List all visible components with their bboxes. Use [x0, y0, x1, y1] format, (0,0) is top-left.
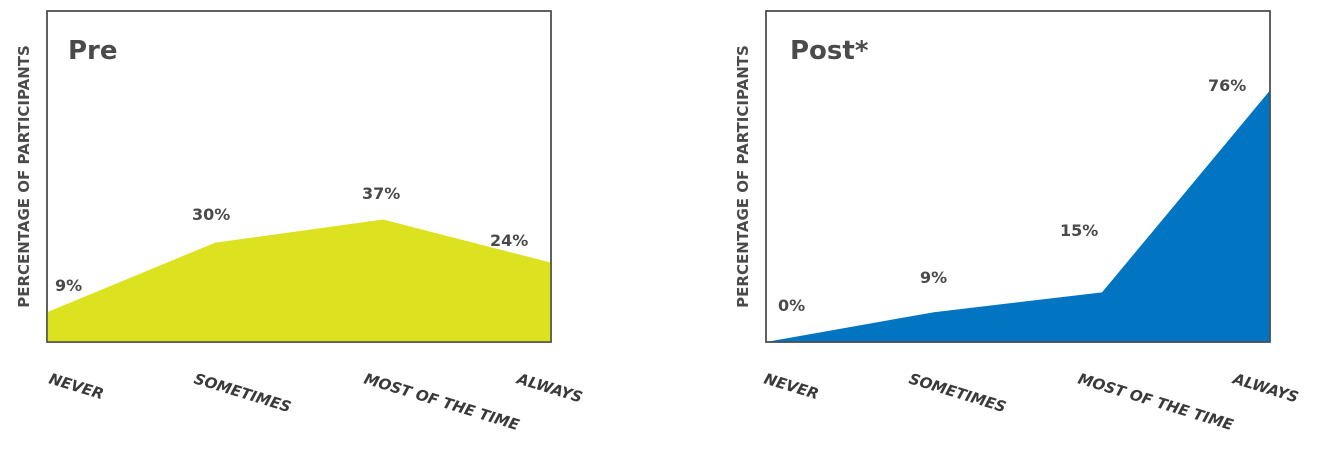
pre-x-tick-label-4: ALWAYS [514, 369, 585, 406]
post-data-label-4: 76% [1208, 76, 1246, 95]
post-x-tick-label-1: NEVER [762, 370, 821, 404]
post-data-label-3: 15% [1060, 221, 1098, 240]
post-x-tick-label-4: ALWAYS [1230, 369, 1301, 406]
pre-data-label-1: 9% [55, 276, 82, 295]
pre-data-label-4: 24% [490, 231, 528, 250]
pre-y-axis-label: PERCENTAGE OF PARTICIPANTS [15, 45, 33, 308]
post-x-tick-label-2: SOMETIMES [907, 370, 1008, 417]
post-area-series [766, 90, 1270, 343]
post-x-tick-label-3: MOST OF THE TIME [1076, 370, 1236, 435]
pre-data-label-3: 37% [362, 184, 400, 203]
post-data-label-1: 0% [778, 296, 805, 315]
post-chart-title: Post* [790, 36, 869, 66]
pre-plot-border [46, 10, 552, 343]
post-chart: Post* PERCENTAGE OF PARTICIPANTS 0% 9% 15% 76… [734, 10, 1301, 435]
post-y-axis-label: PERCENTAGE OF PARTICIPANTS [734, 45, 752, 308]
pre-x-tick-label-1: NEVER [47, 370, 106, 404]
pre-x-tick-label-2: SOMETIMES [192, 370, 293, 417]
pre-area-series [47, 219, 551, 342]
pre-x-tick-label-3: MOST OF THE TIME [362, 370, 522, 435]
pre-data-label-2: 30% [192, 205, 230, 224]
post-data-label-2: 9% [920, 268, 947, 287]
pre-chart-title: Pre [68, 36, 118, 66]
pre-chart: Pre PERCENTAGE OF PARTICIPANTS 9% 30% 37% 24%… [15, 10, 585, 435]
post-plot-border [765, 10, 1271, 343]
